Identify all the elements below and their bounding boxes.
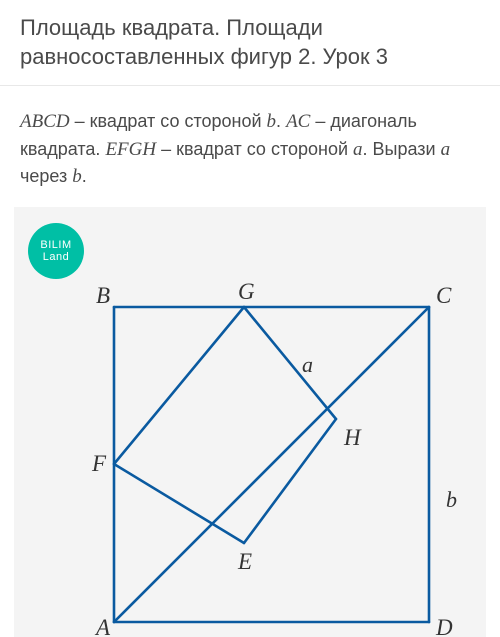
lesson-title: Площадь квадрата. Площади равносоставлен… <box>20 14 480 71</box>
math-EFGH: EFGH <box>105 139 156 160</box>
math-b1: b <box>267 111 277 132</box>
t5: . Вырази <box>363 139 441 159</box>
svg-text:G: G <box>238 279 255 304</box>
problem-statement: ABCD – квадрат со стороной b. AC – диаго… <box>0 86 500 203</box>
svg-text:C: C <box>436 283 452 308</box>
math-ABCD: ABCD <box>20 111 70 132</box>
svg-text:b: b <box>446 487 457 512</box>
math-b2: b <box>72 166 82 187</box>
svg-text:E: E <box>237 549 252 574</box>
svg-text:a: a <box>302 352 313 377</box>
problem-text: ABCD – квадрат со стороной b. AC – диаго… <box>20 108 480 191</box>
svg-text:F: F <box>91 451 107 476</box>
math-a1: a <box>353 139 363 160</box>
svg-text:H: H <box>343 425 362 450</box>
math-AC: AC <box>286 111 310 132</box>
lesson-header: Площадь квадрата. Площади равносоставлен… <box>0 0 500 86</box>
t2: . <box>276 111 286 131</box>
math-a2: a <box>441 139 451 160</box>
t7: . <box>82 166 87 186</box>
svg-text:B: B <box>96 283 110 308</box>
t1: – квадрат со стороной <box>70 111 267 131</box>
t6: через <box>20 166 72 186</box>
t4: – квадрат со стороной <box>156 139 353 159</box>
svg-text:D: D <box>435 615 453 637</box>
svg-text:A: A <box>94 615 111 637</box>
figure-container: BILIM Land ABCDEFGHab <box>14 207 486 637</box>
geometry-figure: A B C D E F G Ha b <box>14 207 486 637</box>
